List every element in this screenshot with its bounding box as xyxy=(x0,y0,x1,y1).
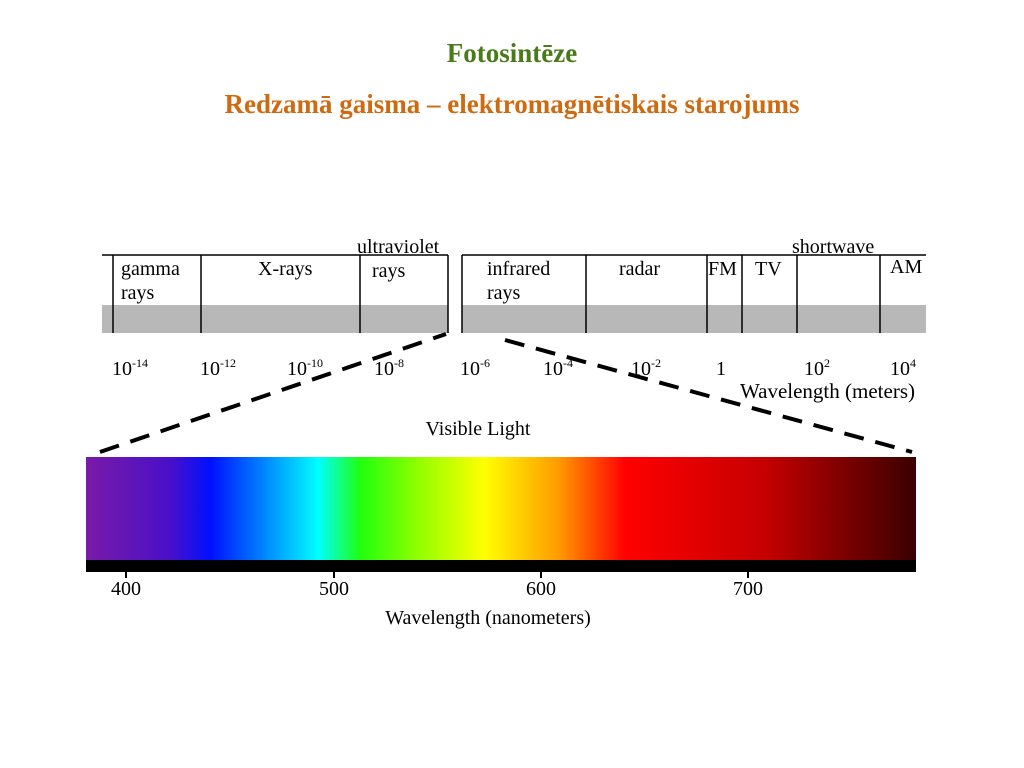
scale-label: 104 xyxy=(890,356,916,380)
scale-exponent: -2 xyxy=(651,356,661,370)
scale-exponent: 2 xyxy=(824,356,830,370)
subtitle: Redzamā gaisma – elektromagnētiskais sta… xyxy=(225,89,800,119)
band-label: radar xyxy=(619,258,660,280)
tick-label: 500 xyxy=(319,578,349,600)
scale-base: 10 xyxy=(543,358,563,380)
scale-base: 10 xyxy=(112,358,132,380)
scale-label: 10-14 xyxy=(112,356,148,380)
scale-label: 10-4 xyxy=(543,356,573,380)
scale-label: 102 xyxy=(804,356,830,380)
axis-bar xyxy=(86,560,916,572)
scale-exponent: -10 xyxy=(307,356,323,370)
zoom-line xyxy=(504,338,913,454)
visible-spectrum xyxy=(86,457,916,560)
zoom-line xyxy=(99,332,447,454)
tick-label: 400 xyxy=(111,578,141,600)
scale-base: 10 xyxy=(631,358,651,380)
scale-exponent: -6 xyxy=(480,356,490,370)
scale-label: 10-12 xyxy=(200,356,236,380)
visible-title: Visible Light xyxy=(426,418,531,440)
band-label: infrared xyxy=(487,258,550,280)
scale-exponent: -14 xyxy=(132,356,148,370)
band-label: shortwave xyxy=(792,236,874,258)
scale-label: 10-10 xyxy=(287,356,323,380)
scale-base: 10 xyxy=(890,358,910,380)
band-label: X-rays xyxy=(258,258,313,280)
scale-base: 10 xyxy=(287,358,307,380)
scale-label: 10-6 xyxy=(460,356,490,380)
band-label: rays xyxy=(487,282,521,304)
scale-base: 1 xyxy=(716,358,726,380)
scale-exponent: 4 xyxy=(910,356,916,370)
scale-base: 10 xyxy=(200,358,220,380)
scale-exponent: -4 xyxy=(563,356,573,370)
scale-base: 10 xyxy=(374,358,394,380)
scale-label: 10-2 xyxy=(631,356,661,380)
band-label: rays xyxy=(121,282,155,304)
title: Fotosintēze xyxy=(447,38,577,68)
em-spectrum xyxy=(99,254,926,454)
tick-label: 600 xyxy=(526,578,556,600)
scale-label: Wavelength (meters) xyxy=(740,379,915,403)
scale-base: 10 xyxy=(460,358,480,380)
scale-base: 10 xyxy=(804,358,824,380)
scale-label: 10-8 xyxy=(374,356,404,380)
band-bar xyxy=(462,305,926,333)
band-bar xyxy=(102,305,448,333)
band-label: TV xyxy=(755,258,782,280)
scale-exponent: -8 xyxy=(394,356,404,370)
band-label: FM xyxy=(708,258,737,280)
scale-label: 1 xyxy=(716,358,726,380)
band-label: AM xyxy=(890,256,922,278)
band-label: gamma xyxy=(121,258,180,280)
tick-label: 700 xyxy=(733,578,763,600)
visible-axis-label: Wavelength (nanometers) xyxy=(385,607,591,629)
scale-exponent: -12 xyxy=(220,356,236,370)
band-label: rays xyxy=(372,260,406,282)
band-label: ultraviolet xyxy=(357,236,440,258)
